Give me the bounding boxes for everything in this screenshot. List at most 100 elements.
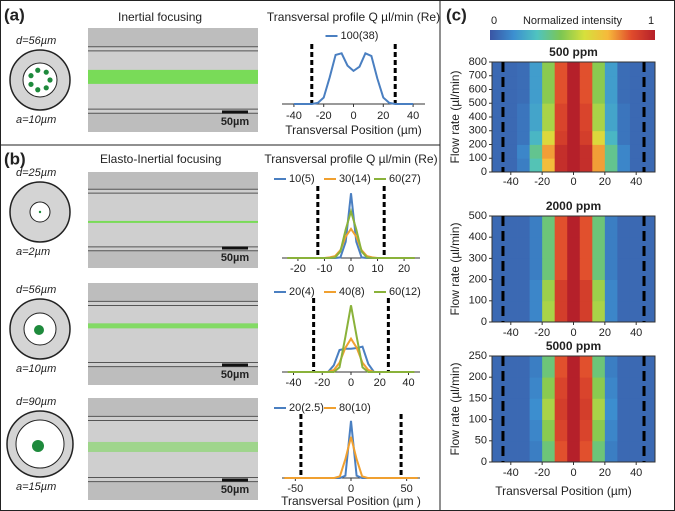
- heat-cell: [604, 356, 618, 378]
- y-tick-label: 200: [469, 371, 487, 383]
- heat-cell: [642, 300, 656, 323]
- heat-cell: [542, 419, 556, 442]
- heat-cell: [567, 103, 581, 118]
- heat-cell: [542, 398, 556, 420]
- y-tick-label: 300: [469, 125, 487, 137]
- heat-cell: [567, 158, 581, 173]
- heat-cell: [517, 419, 531, 442]
- heat-cell: [604, 158, 618, 173]
- series-line: [287, 227, 415, 259]
- x-axis-label: Transversal Position (µm ): [281, 494, 421, 508]
- heat-cell: [604, 300, 618, 323]
- y-tick-label: 600: [469, 83, 487, 95]
- chart-title: 500 ppm: [549, 45, 598, 59]
- heat-cell: [567, 216, 581, 238]
- panel-title: Inertial focusing: [118, 10, 202, 24]
- heat-cell: [567, 75, 581, 90]
- series-line: [284, 420, 418, 479]
- heat-cell: [642, 258, 656, 280]
- y-tick-label: 250: [469, 350, 487, 362]
- heat-cell: [604, 377, 618, 399]
- heat-cell: [629, 377, 643, 399]
- x-tick-label: -40: [286, 110, 302, 122]
- heat-cell: [617, 258, 631, 280]
- x-tick-label: 40: [630, 467, 642, 479]
- heat-cell: [554, 216, 568, 238]
- heat-cell: [642, 356, 656, 378]
- heat-cell: [517, 377, 531, 399]
- heat-cell: [554, 300, 568, 323]
- heat-cell: [579, 419, 593, 442]
- heat-cell: [579, 158, 593, 173]
- heat-cell: [517, 130, 531, 145]
- heat-cell: [642, 237, 656, 259]
- heat-cell: [554, 117, 568, 132]
- heat-cell: [517, 300, 531, 323]
- heat-cell: [629, 216, 643, 238]
- heat-cell: [579, 440, 593, 463]
- heat-cell: [517, 144, 531, 159]
- heat-cell: [529, 144, 543, 159]
- y-tick-label: 400: [469, 111, 487, 123]
- x-tick-label: 0: [570, 176, 576, 188]
- heat-cell: [604, 419, 618, 442]
- heat-cell: [579, 117, 593, 132]
- heat-cell: [504, 75, 518, 90]
- particle: [28, 81, 34, 87]
- heat-cell: [604, 117, 618, 132]
- heat-cell: [554, 398, 568, 420]
- heat-cell: [629, 75, 643, 90]
- panel-title: Elasto-Inertial focusing: [100, 152, 221, 166]
- y-tick-label: 100: [469, 414, 487, 426]
- x-tick-label: -50: [287, 483, 303, 495]
- series-line: [287, 193, 415, 259]
- particle: [28, 73, 34, 79]
- heat-cell: [592, 398, 606, 420]
- y-tick-label: 200: [469, 138, 487, 150]
- heat-cell: [604, 62, 618, 77]
- legend-label: 100(38): [341, 30, 379, 42]
- heat-cell: [504, 62, 518, 77]
- heat-cell: [542, 279, 556, 302]
- heat-cell: [629, 130, 643, 145]
- legend-label: 10(5): [289, 173, 315, 185]
- particle: [38, 210, 42, 214]
- heat-cell: [567, 130, 581, 145]
- scale-label: 50µm: [221, 116, 250, 128]
- heat-cell: [567, 237, 581, 259]
- x-tick-label: 0: [348, 483, 354, 495]
- heat-cell: [542, 144, 556, 159]
- y-tick-label: 0: [481, 166, 487, 178]
- series-line: [284, 436, 418, 479]
- heat-cell: [504, 419, 518, 442]
- heat-cell: [617, 89, 631, 104]
- heat-cell: [554, 62, 568, 77]
- x-tick-label: -40: [503, 176, 519, 188]
- heat-cell: [629, 300, 643, 323]
- heat-cell: [579, 144, 593, 159]
- y-axis-label: Flow rate (µl/min): [448, 71, 462, 164]
- panel-label: (c): [446, 5, 467, 24]
- heat-cell: [529, 103, 543, 118]
- heat-cell: [529, 300, 543, 323]
- heat-cell: [617, 300, 631, 323]
- particle-label: a=2µm: [16, 246, 50, 258]
- heat-cell: [617, 117, 631, 132]
- colorbar-tick: 0: [491, 15, 497, 27]
- heat-cell: [642, 75, 656, 90]
- series-line: [287, 336, 415, 373]
- heat-cell: [604, 75, 618, 90]
- heat-cell: [529, 258, 543, 280]
- heat-cell: [604, 89, 618, 104]
- heat-cell: [592, 130, 606, 145]
- particle: [35, 87, 41, 93]
- heat-cell: [604, 103, 618, 118]
- heat-cell: [504, 258, 518, 280]
- x-tick-label: -20: [290, 263, 306, 275]
- heat-cell: [554, 158, 568, 173]
- legend-label: 80(10): [339, 402, 371, 414]
- heat-cell: [579, 89, 593, 104]
- heat-cell: [504, 398, 518, 420]
- legend-label: 20(2.5): [289, 402, 324, 414]
